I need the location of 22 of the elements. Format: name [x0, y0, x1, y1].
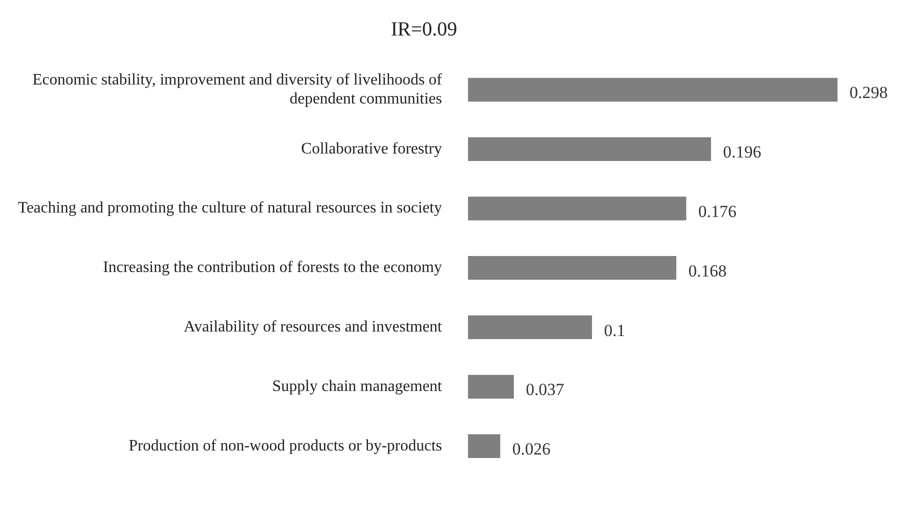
data-label: 0.176 [698, 202, 736, 221]
chart-title: IR=0.09 [390, 18, 458, 40]
bar [468, 434, 500, 458]
y-tick-label: Teaching and promoting the culture of natural resources in society [18, 200, 442, 217]
data-label: 0.1 [604, 320, 626, 340]
data-label: 0.168 [688, 261, 727, 280]
y-tick-label: Availability of resources and investment [184, 318, 443, 336]
y-tick-label: Economic stability, improvement and diversity of livelihoods of dependent communities [32, 71, 443, 108]
bar [468, 256, 676, 280]
y-tick-label: Supply chain management [272, 378, 443, 395]
bar [468, 78, 838, 102]
y-tick-label: Collaborative forestry [301, 140, 442, 158]
y-tick-label: Increasing the contribution of forests to the economy [102, 259, 442, 276]
data-label: 0.037 [526, 380, 565, 400]
bar [468, 137, 712, 161]
bar [468, 315, 592, 340]
data-label: 0.298 [850, 83, 888, 102]
bar [468, 374, 514, 399]
data-label: 0.196 [723, 142, 762, 162]
y-tick-label: Production of non-wood products or by-products [128, 437, 442, 454]
data-label: 0.026 [512, 440, 550, 459]
bar [468, 196, 686, 220]
